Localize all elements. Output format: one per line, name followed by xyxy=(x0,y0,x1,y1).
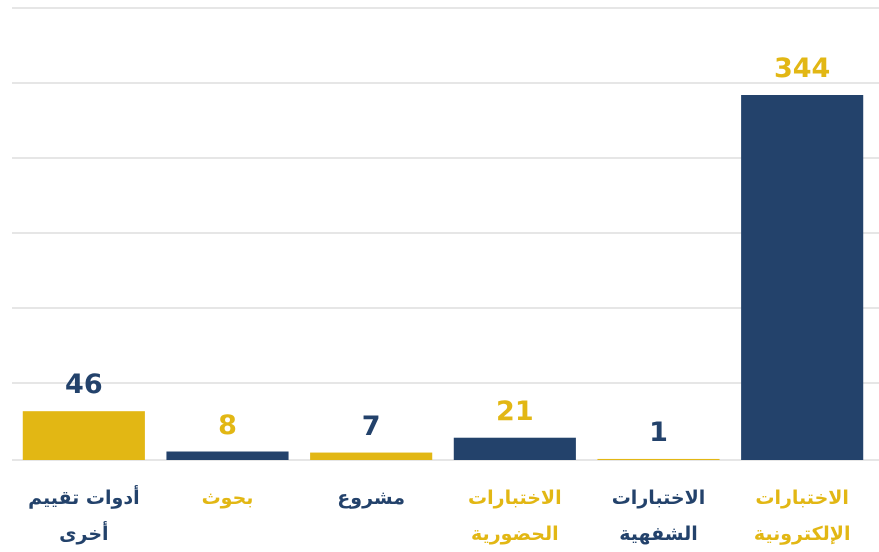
bar xyxy=(310,452,433,460)
category-label: الاختبارات الشفهية xyxy=(611,487,706,545)
bar xyxy=(597,458,720,460)
bar xyxy=(741,95,864,460)
value-label: 1 xyxy=(649,416,668,448)
value-label: 8 xyxy=(218,409,237,441)
value-label: 21 xyxy=(496,395,534,427)
category-label: الاختبارات الإلكترونية xyxy=(753,487,851,545)
bar xyxy=(166,451,289,460)
category-label: مشروع xyxy=(337,487,406,509)
category-label: الاختبارات الحضورية xyxy=(468,487,562,545)
grid xyxy=(12,7,879,461)
value-label: 7 xyxy=(361,410,381,442)
value-label: 344 xyxy=(773,53,831,84)
value-label: 46 xyxy=(65,369,103,401)
category-label: أدوات تقييم أخرى xyxy=(28,487,140,545)
category-label: بحوث xyxy=(201,487,254,509)
bar xyxy=(453,437,576,460)
bar xyxy=(22,411,145,460)
